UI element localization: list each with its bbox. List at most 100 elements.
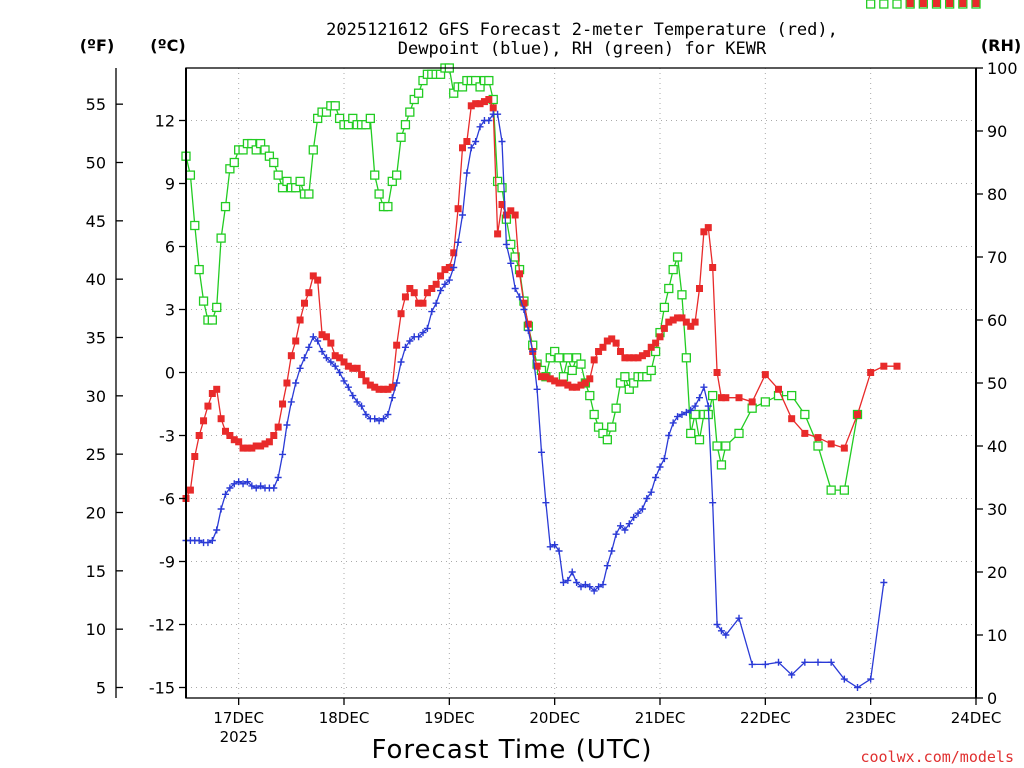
rh-point xyxy=(879,0,889,9)
dewpoint-point xyxy=(419,329,427,337)
temperature-point xyxy=(840,444,848,452)
x-tick-label: 17DEC xyxy=(213,709,264,727)
dewpoint-point xyxy=(722,631,730,639)
dewpoint-point xyxy=(358,402,366,410)
gridlines xyxy=(186,68,976,698)
rh-point xyxy=(602,435,612,445)
dewpoint-point xyxy=(678,411,686,418)
dewpoint-point xyxy=(801,658,809,666)
dewpoint-point xyxy=(472,138,480,145)
rh-point xyxy=(400,120,411,130)
temperature-point xyxy=(538,373,545,381)
rh-point xyxy=(800,409,810,420)
rh-tick-label: 60 xyxy=(987,311,1007,330)
temperature-point xyxy=(573,383,581,391)
rh-point xyxy=(567,365,577,376)
temperature-point xyxy=(480,98,488,106)
rh-point xyxy=(708,390,718,401)
dewpoint-point xyxy=(775,658,782,666)
temperature-point xyxy=(384,385,392,393)
rh-point xyxy=(690,409,700,420)
temperature-point xyxy=(674,314,682,322)
dewpoint-point xyxy=(301,354,308,362)
temperature-point xyxy=(279,400,287,408)
dewpoint-point xyxy=(599,581,607,589)
temperature-point xyxy=(630,354,638,362)
dewpoint-point xyxy=(467,144,475,152)
rh-point xyxy=(646,365,656,376)
dewpoint-point xyxy=(603,562,611,570)
dewpoint-point xyxy=(344,383,352,391)
dewpoint-point xyxy=(586,583,594,591)
rh-point xyxy=(295,176,305,187)
rh-point xyxy=(650,346,661,357)
rh-unit-label: (RH) xyxy=(981,36,1021,55)
temperature-point xyxy=(555,379,563,387)
dewpoint-point xyxy=(840,675,848,683)
dewpoint-point xyxy=(349,392,357,400)
dewpoint-point xyxy=(322,354,330,362)
dewpoint-point xyxy=(208,537,216,544)
rh-point xyxy=(229,157,239,168)
fahrenheit-tick-label: 40 xyxy=(86,270,106,289)
rh-point xyxy=(747,403,757,413)
temperature-point xyxy=(305,289,313,297)
dewpoint-point xyxy=(248,482,256,490)
temperature-point xyxy=(634,354,642,362)
dewpoint-point xyxy=(393,379,401,387)
temperature-point xyxy=(577,381,585,389)
dewpoint-point xyxy=(213,526,221,534)
dewpoint-point xyxy=(292,379,300,387)
rh-tick-label: 100 xyxy=(987,59,1018,78)
rh-point xyxy=(721,441,731,451)
temperature-point xyxy=(880,362,888,370)
dewpoint-point xyxy=(498,138,506,145)
dewpoint-point xyxy=(691,402,699,410)
rh-point xyxy=(413,88,424,98)
dewpoint-point xyxy=(700,383,708,391)
temperature-point xyxy=(340,358,348,366)
dewpoint-point xyxy=(463,169,471,177)
axis-ticks: -15-12-9-6-30369125101520253035404550550… xyxy=(86,59,1018,746)
dewpoint-point xyxy=(568,568,576,576)
rh-point xyxy=(611,403,621,413)
dewpoint-point xyxy=(573,579,581,586)
temperature-point xyxy=(463,138,471,145)
rh-point xyxy=(694,435,705,445)
temperature-point xyxy=(713,369,721,376)
temperature-point xyxy=(625,354,633,362)
temperature-point xyxy=(349,364,357,372)
temperature-point xyxy=(524,320,532,328)
dewpoint-point xyxy=(709,499,717,507)
temperature-point xyxy=(647,343,655,351)
dewpoint-point xyxy=(252,484,260,492)
rh-point xyxy=(576,359,586,369)
temperature-point xyxy=(516,270,524,278)
dewpoint-point xyxy=(559,579,567,586)
rh-point xyxy=(659,302,670,313)
dewpoint-point xyxy=(230,480,238,488)
temperature-point xyxy=(722,394,730,402)
dewpoint-point xyxy=(432,299,440,307)
rh-point xyxy=(216,233,226,243)
temperature-point xyxy=(419,299,427,307)
rh-point xyxy=(273,170,283,180)
temperature-point xyxy=(748,398,756,406)
x-tick-label: 20DEC xyxy=(529,709,580,727)
temperature-point xyxy=(933,0,940,7)
dewpoint-point xyxy=(375,417,383,425)
dewpoint-point xyxy=(674,413,682,421)
dewpoint-point xyxy=(643,495,651,502)
rh-point xyxy=(813,441,823,451)
dewpoint-point xyxy=(687,406,695,414)
temperature-point xyxy=(854,411,861,418)
fahrenheit-tick-label: 10 xyxy=(86,620,106,639)
dewpoint-point xyxy=(647,488,655,496)
temperature-point xyxy=(494,230,502,238)
rh-point xyxy=(839,485,849,495)
temperature-point xyxy=(213,385,221,393)
dewpoint-point xyxy=(336,369,344,376)
temperature-point xyxy=(638,352,646,360)
dewpoint-point xyxy=(274,474,282,481)
temperature-point xyxy=(261,440,269,448)
